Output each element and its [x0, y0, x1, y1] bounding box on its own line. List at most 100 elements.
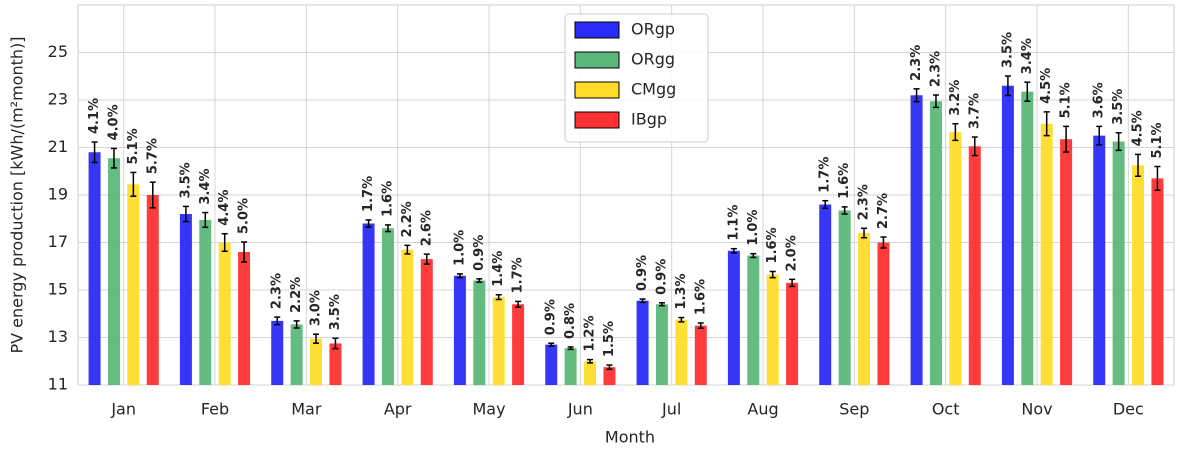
bar: [747, 255, 760, 385]
x-tick-label: Oct: [932, 400, 960, 419]
value-label: 2.3%: [928, 51, 943, 87]
bar: [1040, 123, 1053, 385]
error-bar: [1043, 111, 1050, 137]
value-label: 5.1%: [126, 128, 141, 164]
value-label: 1.7%: [511, 257, 526, 293]
error-bar: [423, 253, 430, 265]
bar: [949, 132, 962, 385]
bar: [545, 344, 558, 385]
error-bar: [548, 342, 555, 347]
error-bar: [332, 337, 339, 350]
error-bar: [1004, 75, 1011, 97]
bar: [473, 280, 486, 385]
bar: [877, 242, 890, 385]
legend-swatch: [574, 111, 620, 129]
value-label: 1.5%: [602, 321, 617, 357]
error-bar: [1096, 125, 1103, 146]
error-bar: [789, 278, 796, 288]
bar: [310, 338, 323, 385]
value-label: 1.3%: [674, 273, 689, 309]
error-bar: [293, 320, 300, 329]
bar: [492, 297, 505, 385]
error-bar: [274, 316, 281, 326]
bar: [290, 324, 303, 385]
error-bar: [861, 227, 868, 239]
bar: [819, 204, 832, 385]
value-label: 5.7%: [145, 138, 160, 174]
value-label: 2.0%: [785, 235, 800, 271]
value-label: 4.4%: [217, 190, 232, 226]
value-label: 3.5%: [1000, 32, 1015, 68]
bar: [929, 101, 942, 385]
error-bar: [110, 147, 117, 169]
x-tick-label: Feb: [201, 400, 229, 419]
value-label: 3.6%: [1092, 82, 1107, 118]
y-tick-label: 15: [48, 280, 68, 299]
value-label: 3.5%: [328, 294, 343, 330]
error-bar: [913, 88, 920, 103]
value-label: 2.7%: [876, 193, 891, 229]
bar: [727, 250, 740, 385]
bar: [766, 274, 779, 385]
value-label: 4.5%: [1039, 68, 1054, 104]
bar: [1132, 165, 1145, 385]
bar: [1112, 141, 1125, 385]
error-bar: [697, 322, 704, 329]
error-bar: [639, 298, 646, 304]
x-tick-label: Jan: [110, 400, 136, 419]
value-label: 1.7%: [361, 176, 376, 212]
bar: [655, 304, 668, 385]
value-label: 2.3%: [857, 184, 872, 220]
error-bar: [841, 206, 848, 215]
bar: [453, 275, 466, 385]
error-bar: [678, 316, 685, 323]
error-bar: [241, 241, 248, 263]
value-label: 1.7%: [818, 157, 833, 193]
bar: [381, 228, 394, 385]
legend-label: CMgg: [631, 80, 676, 99]
value-label: 3.5%: [178, 162, 193, 198]
value-label: 1.6%: [765, 227, 780, 263]
bar: [329, 343, 342, 385]
bar: [968, 146, 981, 385]
x-tick-label: Aug: [747, 400, 778, 419]
bar: [218, 242, 231, 385]
error-bar: [365, 219, 372, 228]
bar: [603, 367, 616, 385]
bar: [1093, 135, 1106, 385]
value-label: 1.6%: [837, 163, 852, 199]
value-label: 0.9%: [635, 255, 650, 291]
x-tick-label: Sep: [839, 400, 869, 419]
bar: [1151, 178, 1164, 385]
x-tick-label: Jul: [661, 400, 681, 419]
error-bar: [952, 123, 959, 142]
bar: [1060, 139, 1073, 385]
value-label: 1.4%: [491, 251, 506, 287]
bar: [127, 184, 140, 385]
bar: [88, 152, 101, 385]
value-label: 0.9%: [654, 259, 669, 295]
error-bar: [1115, 132, 1122, 152]
error-bar: [971, 136, 978, 157]
error-bar: [750, 252, 757, 259]
value-label: 1.2%: [583, 316, 598, 352]
value-label: 1.0%: [452, 230, 467, 266]
error-bar: [880, 236, 887, 249]
bar: [362, 223, 375, 385]
value-label: 3.5%: [1111, 89, 1126, 125]
bar: [146, 195, 159, 385]
error-bar: [384, 224, 391, 233]
value-label: 2.3%: [909, 45, 924, 81]
bar: [179, 214, 192, 385]
bar: [910, 95, 923, 385]
error-bar: [313, 333, 320, 344]
error-bar: [221, 232, 228, 253]
error-bar: [606, 364, 613, 371]
error-bar: [730, 247, 737, 254]
y-tick-label: 17: [48, 232, 68, 251]
bar: [238, 252, 251, 385]
value-label: 0.8%: [563, 303, 578, 339]
bar: [107, 158, 120, 385]
y-tick-label: 19: [48, 185, 68, 204]
x-tick-label: Mar: [291, 400, 322, 419]
